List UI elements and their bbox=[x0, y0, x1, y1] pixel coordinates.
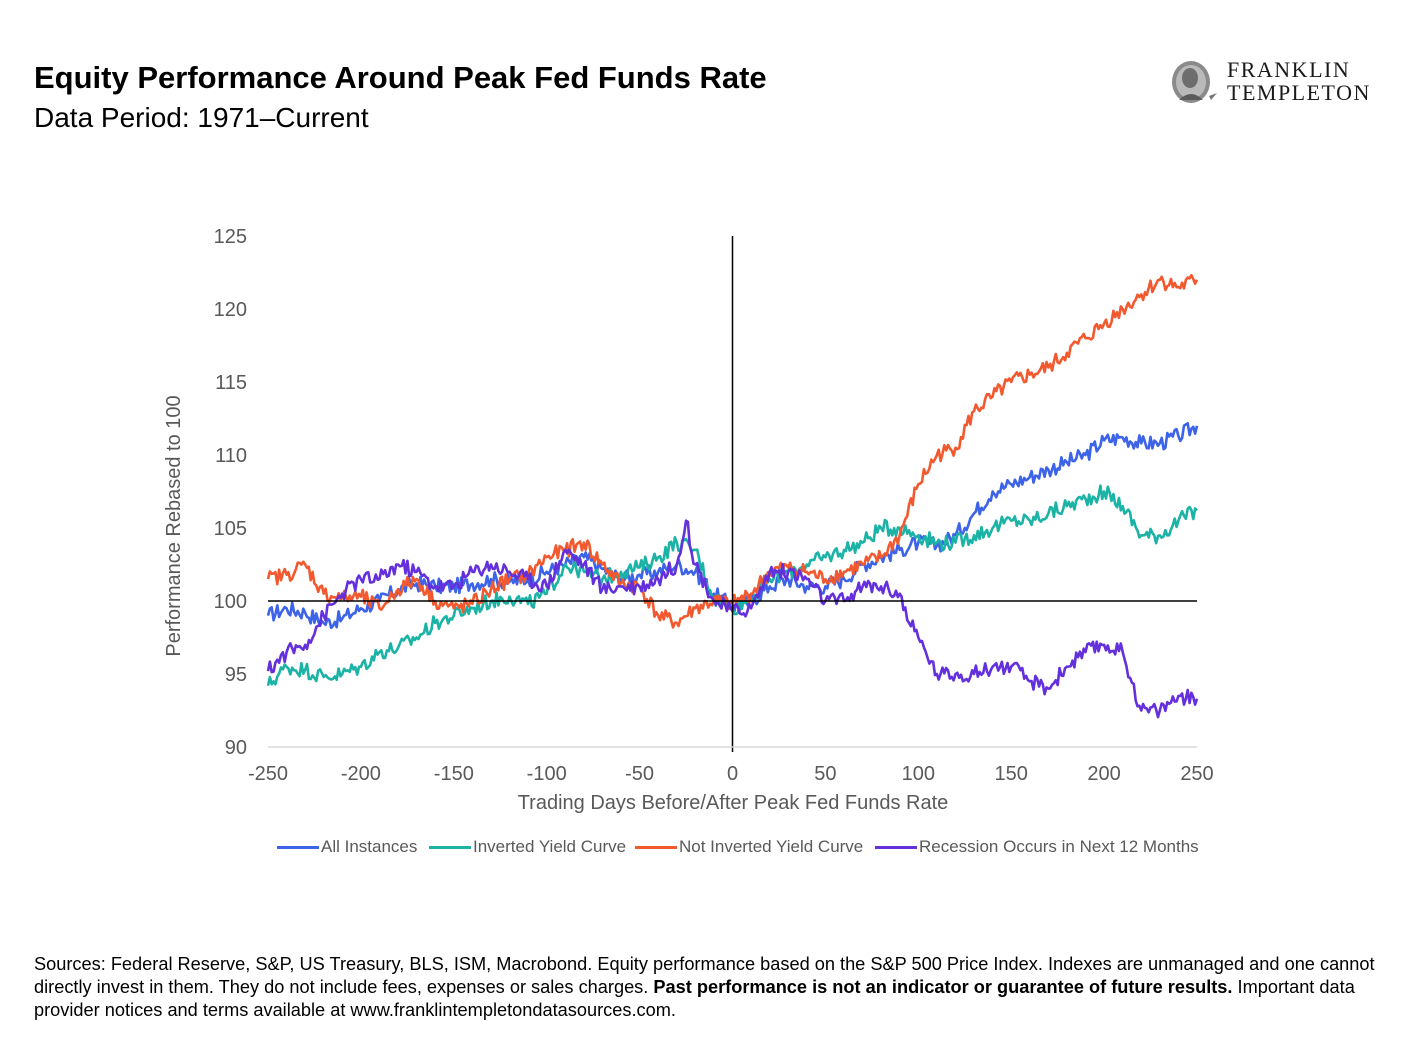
x-tick-label: -250 bbox=[248, 763, 288, 785]
legend-item-not-inverted-yield-curve: Not Inverted Yield Curve bbox=[635, 837, 863, 857]
legend-swatch bbox=[635, 845, 677, 849]
chart-subtitle: Data Period: 1971–Current bbox=[34, 102, 369, 133]
y-axis-ticks: 90 95 100 105 110 115 120 125 bbox=[214, 226, 247, 759]
legend-label: All Instances bbox=[321, 837, 418, 856]
logo-line-1: FRANKLIN bbox=[1227, 57, 1351, 82]
x-tick-label: -100 bbox=[527, 763, 567, 785]
franklin-templeton-logo: FRANKLIN TEMPLETON bbox=[1165, 58, 1395, 108]
chart-title: Equity Performance Around Peak Fed Funds… bbox=[34, 60, 767, 95]
y-tick-label: 105 bbox=[214, 518, 247, 540]
legend-swatch bbox=[277, 845, 319, 849]
legend-item-recession-occurs-in-next-12-months: Recession Occurs in Next 12 Months bbox=[875, 837, 1199, 857]
x-tick-label: 150 bbox=[995, 763, 1028, 785]
x-tick-label: 250 bbox=[1180, 763, 1213, 785]
legend-swatch bbox=[875, 845, 917, 849]
y-tick-label: 115 bbox=[215, 372, 247, 394]
y-tick-label: 90 bbox=[225, 737, 247, 759]
y-tick-label: 100 bbox=[214, 591, 247, 613]
logo-line-2: TEMPLETON bbox=[1227, 80, 1371, 105]
x-tick-label: -50 bbox=[625, 763, 654, 785]
x-tick-label: 0 bbox=[727, 763, 738, 785]
footnote-terms: Important data provider notices and term… bbox=[34, 977, 1355, 1020]
legend-label: Not Inverted Yield Curve bbox=[679, 837, 864, 856]
x-axis-label: Trading Days Before/After Peak Fed Funds… bbox=[518, 792, 949, 814]
legend-label: Inverted Yield Curve bbox=[473, 837, 627, 856]
x-tick-label: 50 bbox=[814, 763, 836, 785]
footnote-disclaimer: Past performance is not an indicator or … bbox=[653, 977, 1233, 997]
legend-swatch bbox=[429, 845, 471, 849]
source-footnote: Sources: Federal Reserve, S&P, US Treasu… bbox=[34, 953, 1384, 1022]
footnote-sources: Sources: Federal Reserve, S&P, US Treasu… bbox=[34, 954, 1375, 997]
y-axis-label: Performance Rebased to 100 bbox=[163, 395, 185, 656]
y-tick-label: 120 bbox=[214, 299, 247, 321]
legend-label: Recession Occurs in Next 12 Months bbox=[919, 837, 1199, 856]
chart-legend: All Instances Inverted Yield Curve Not Inv… bbox=[0, 837, 1414, 861]
legend-item-inverted-yield-curve: Inverted Yield Curve bbox=[429, 837, 626, 857]
x-tick-label: -200 bbox=[341, 763, 381, 785]
x-tick-label: -150 bbox=[434, 763, 474, 785]
y-tick-label: 125 bbox=[214, 226, 247, 248]
logo-wordmark: FRANKLIN TEMPLETON bbox=[1227, 58, 1371, 104]
y-tick-label: 95 bbox=[225, 664, 247, 686]
x-tick-label: 200 bbox=[1087, 763, 1120, 785]
benjamin-franklin-seal-icon bbox=[1172, 61, 1217, 103]
y-tick-label: 110 bbox=[215, 445, 247, 467]
x-axis-ticks: -250 -200 -150 -100 -50 0 50 100 150 200 250 bbox=[248, 763, 1214, 785]
legend-item-all-instances: All Instances bbox=[277, 837, 417, 857]
x-tick-label: 100 bbox=[902, 763, 935, 785]
